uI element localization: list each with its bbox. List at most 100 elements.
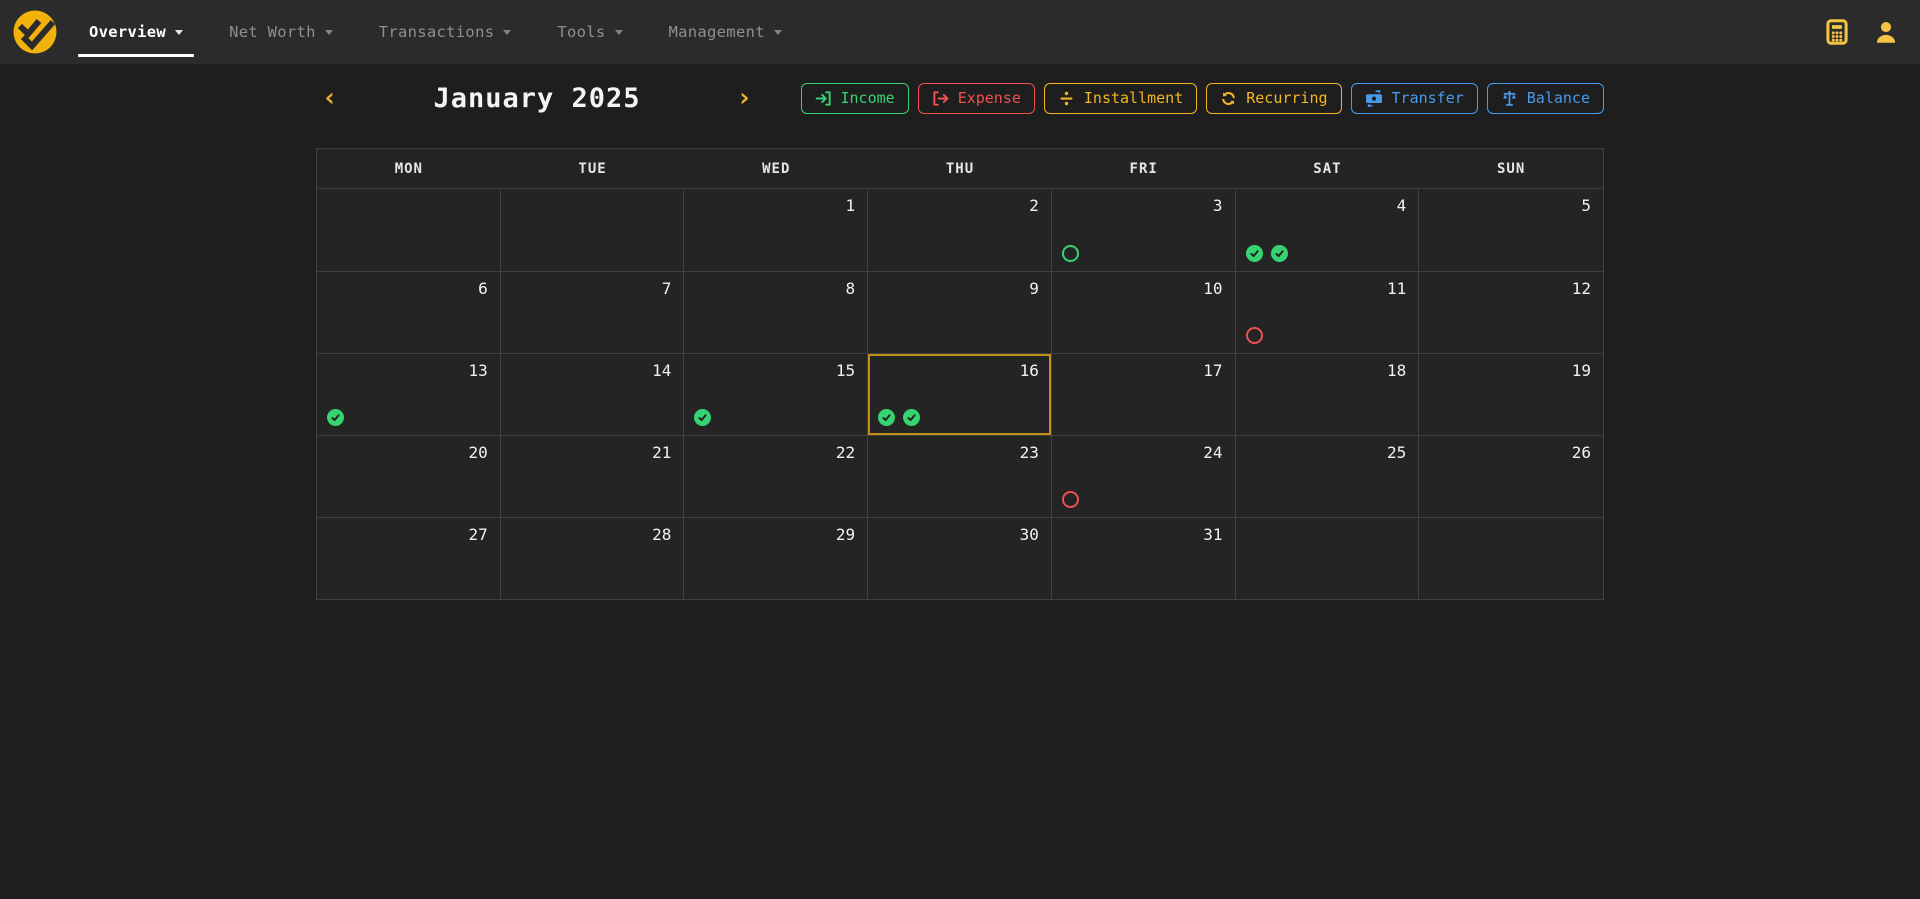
calendar-day-26[interactable]: 26 <box>1419 435 1603 517</box>
calendar-day-7[interactable]: 7 <box>500 271 685 353</box>
day-transaction-icons <box>1245 245 1288 262</box>
calendar-day-3[interactable]: 3 <box>1051 189 1236 271</box>
day-number: 21 <box>652 443 672 462</box>
calendar-day-11[interactable]: 11 <box>1235 271 1420 353</box>
calendar-day-28[interactable]: 28 <box>500 517 685 599</box>
calendar-day-19[interactable]: 19 <box>1419 353 1603 435</box>
day-number: 22 <box>835 443 856 462</box>
nav-item-tools[interactable]: Tools <box>546 0 633 64</box>
nav-label: Tools <box>557 23 606 41</box>
calendar-day-14[interactable]: 14 <box>500 353 685 435</box>
expense-arrow-out-icon <box>932 90 949 107</box>
divide-icon <box>1058 90 1075 107</box>
calendar-day-5[interactable]: 5 <box>1419 189 1603 271</box>
day-number: 11 <box>1387 279 1407 298</box>
calendar-header: ‹ January 2025 › Income <box>316 78 1604 118</box>
calendar-day-headers: MON TUE WED THU FRI SAT SUN <box>317 149 1603 189</box>
check-green-icon <box>694 409 712 426</box>
calendar-empty-cell <box>1235 517 1420 599</box>
day-number: 28 <box>652 525 672 544</box>
legend-transfer-button[interactable]: Transfer <box>1350 82 1478 114</box>
next-month-button[interactable]: › <box>730 85 758 111</box>
calendar-day-13[interactable]: 13 <box>317 353 501 435</box>
day-number: 1 <box>845 196 856 215</box>
calendar-week-row: 20 21 22 23 24 25 26 <box>317 435 1603 517</box>
calendar-day-6[interactable]: 6 <box>317 271 501 353</box>
calendar-day-10[interactable]: 10 <box>1051 271 1236 353</box>
calendar-day-16[interactable]: 16 <box>868 353 1052 435</box>
day-number: 9 <box>1029 279 1039 298</box>
nav-item-overview[interactable]: Overview <box>78 0 195 64</box>
legend-balance-button[interactable]: Balance <box>1486 82 1604 114</box>
calendar-day-30[interactable]: 30 <box>868 517 1052 599</box>
navbar-right <box>1826 19 1898 45</box>
day-number: 3 <box>1212 196 1223 215</box>
brand-layers-logo-icon <box>13 10 57 54</box>
day-number: 6 <box>478 279 488 298</box>
legend-installment-button[interactable]: Installment <box>1043 82 1198 114</box>
month-title: January 2025 <box>433 82 641 114</box>
day-number: 29 <box>835 525 856 544</box>
day-number: 18 <box>1387 361 1407 380</box>
legend-recurring-button[interactable]: Recurring <box>1206 82 1342 114</box>
legend-income-button[interactable]: Income <box>800 82 909 114</box>
calendar-day-1[interactable]: 1 <box>684 189 869 271</box>
calendar-grid-body: 1 2 3 4 5 6 7 8 9 10 11 12 13 14 15 16 17 18 19 20 21 22 23 24 2… <box>317 189 1603 599</box>
day-transaction-icons <box>1245 327 1263 344</box>
day-number: 16 <box>1019 361 1039 380</box>
calendar-day-4[interactable]: 4 <box>1235 189 1420 271</box>
user-icon[interactable] <box>1874 20 1898 44</box>
previous-month-button[interactable]: ‹ <box>316 85 344 111</box>
income-arrow-in-icon <box>815 90 832 107</box>
calendar-day-21[interactable]: 21 <box>500 435 685 517</box>
calculator-icon[interactable] <box>1826 19 1848 45</box>
calendar-day-27[interactable]: 27 <box>317 517 501 599</box>
calendar-day-8[interactable]: 8 <box>684 271 869 353</box>
calendar-day-22[interactable]: 22 <box>684 435 869 517</box>
check-green-icon <box>1245 245 1263 262</box>
calendar-day-15[interactable]: 15 <box>684 353 869 435</box>
calendar-week-row: 13 14 15 16 17 18 19 <box>317 353 1603 435</box>
day-number: 20 <box>468 443 488 462</box>
calendar-day-24[interactable]: 24 <box>1051 435 1236 517</box>
calendar-page: ‹ January 2025 › Income <box>316 78 1604 600</box>
nav-item-management[interactable]: Management <box>658 0 793 64</box>
calendar-empty-cell <box>500 189 685 271</box>
day-number: 12 <box>1571 279 1591 298</box>
nav-item-net-worth[interactable]: Net Worth <box>218 0 344 64</box>
calendar-day-9[interactable]: 9 <box>868 271 1052 353</box>
nav-label: Management <box>668 23 765 41</box>
day-transaction-icons <box>878 409 921 426</box>
nav-item-transactions[interactable]: Transactions <box>368 0 523 64</box>
calendar-day-23[interactable]: 23 <box>868 435 1052 517</box>
legend-expense-button[interactable]: Expense <box>917 82 1035 114</box>
calendar-week-row: 6 7 8 9 10 11 12 <box>317 271 1603 353</box>
chevron-down-icon <box>773 29 782 35</box>
chevron-down-icon <box>503 29 512 35</box>
calendar-week-row: 27 28 29 30 31 <box>317 517 1603 599</box>
calendar-day-2[interactable]: 2 <box>868 189 1052 271</box>
calendar-day-25[interactable]: 25 <box>1235 435 1420 517</box>
calendar-day-20[interactable]: 20 <box>317 435 501 517</box>
recurring-arrows-icon <box>1220 90 1237 107</box>
day-number: 14 <box>652 361 672 380</box>
chevron-down-icon <box>175 29 184 35</box>
balance-scale-icon <box>1501 90 1518 107</box>
legend-label: Installment <box>1083 88 1184 107</box>
day-number: 24 <box>1203 443 1223 462</box>
day-transaction-icons <box>327 409 344 426</box>
app-logo[interactable] <box>12 9 58 55</box>
calendar-day-17[interactable]: 17 <box>1051 353 1236 435</box>
day-number: 31 <box>1203 525 1223 544</box>
calendar-grid: MON TUE WED THU FRI SAT SUN 1 2 3 4 5 6 7 8 9 10 11 12 13 1… <box>316 148 1604 600</box>
calendar-day-12[interactable]: 12 <box>1419 271 1603 353</box>
day-number: 13 <box>468 361 488 380</box>
day-header-tue: TUE <box>578 160 607 177</box>
calendar-day-29[interactable]: 29 <box>684 517 869 599</box>
calendar-day-18[interactable]: 18 <box>1235 353 1420 435</box>
nav-label: Transactions <box>378 23 495 41</box>
money-transfer-icon <box>1365 89 1383 107</box>
calendar-week-row: 1 2 3 4 5 <box>317 189 1603 271</box>
day-header-thu: THU <box>945 160 975 177</box>
calendar-day-31[interactable]: 31 <box>1051 517 1236 599</box>
